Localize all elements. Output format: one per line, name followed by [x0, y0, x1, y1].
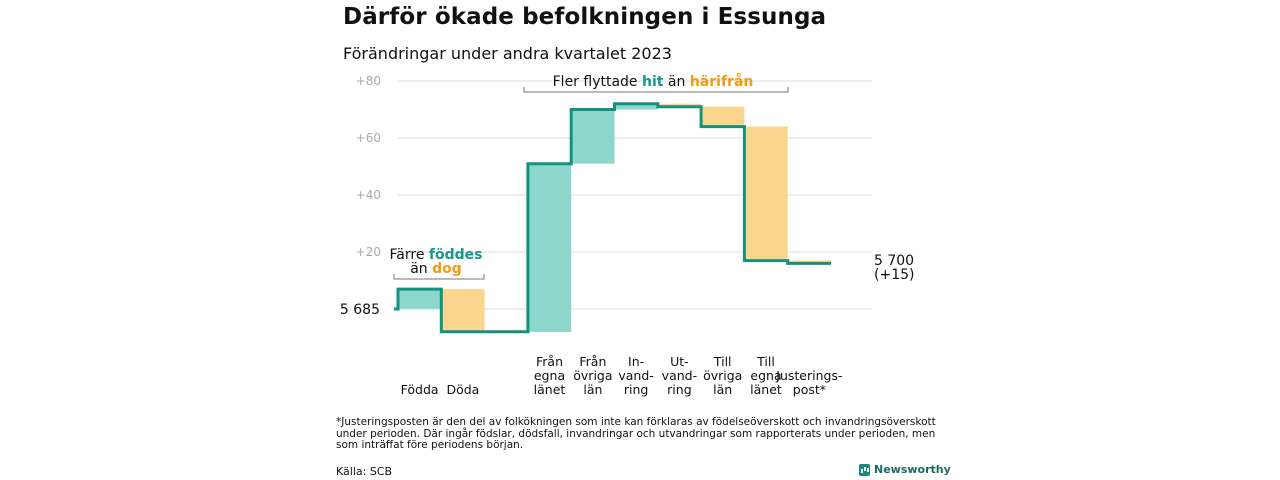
waterfall-chart: +80+60+40+20 Födda DödaFrånegnalänetFrånö…: [340, 73, 915, 397]
cumulative-step-line: [394, 102, 831, 334]
category-label: län: [583, 382, 602, 397]
category-label: länet: [534, 382, 566, 397]
end-value-label: 5 700: [874, 253, 914, 269]
deaths-annotation: än dog: [410, 261, 462, 277]
newsworthy-icon: [859, 463, 870, 476]
migration-highlight-harifran: härifrån: [690, 73, 754, 90]
category-label: ring: [624, 382, 648, 397]
source-label: Källa: SCB: [336, 465, 393, 478]
waterfall-bar: [701, 106, 745, 127]
category-label: egna: [750, 368, 781, 383]
migration-annotation: Fler flyttade hit än härifrån: [553, 73, 754, 90]
waterfall-bar: [744, 126, 788, 261]
births-annotation-highlight: föddes: [429, 247, 483, 263]
births-annotation-prefix: Färre: [390, 247, 429, 263]
end-change-label: (+15): [874, 267, 914, 283]
waterfall-bar: [441, 289, 485, 332]
waterfall-bar: [398, 289, 442, 309]
y-tick-label: +60: [356, 131, 381, 145]
category-label: vand-: [618, 368, 653, 383]
category-label: övriga: [703, 368, 742, 383]
category-label: övriga: [573, 368, 612, 383]
category-label: ring: [667, 382, 691, 397]
y-tick-label: +80: [356, 74, 381, 88]
waterfall-bar: [571, 109, 615, 164]
category-label: Födda: [401, 382, 439, 397]
footnote: *Justeringsposten är den del av folkökni…: [336, 416, 936, 451]
deaths-annotation-highlight: dog: [432, 261, 462, 277]
category-label: post*: [793, 382, 826, 397]
y-tick-label: +20: [356, 245, 381, 259]
chart-subtitle: Förändringar under andra kvartalet 2023: [343, 44, 672, 63]
category-label: Justerings-: [775, 368, 842, 383]
waterfall-bar: [527, 163, 572, 332]
brand-name: Newsworthy: [874, 463, 951, 476]
category-label: In-: [628, 354, 644, 369]
category-label: Till: [756, 354, 775, 369]
chart-title: Därför ökade befolkningen i Essunga: [343, 4, 827, 30]
migration-bracket: [523, 87, 789, 93]
y-tick-label: +40: [356, 188, 381, 202]
brand-logo: Newsworthy: [859, 463, 951, 476]
category-label: Från: [579, 354, 606, 369]
category-label: län: [713, 382, 732, 397]
category-label: Från: [536, 354, 563, 369]
deaths-annotation-prefix: än: [410, 261, 432, 277]
migration-highlight-hit: hit: [642, 74, 664, 90]
migration-middle: än: [663, 74, 689, 90]
category-label: egna: [534, 368, 565, 383]
births-annotation: Färre föddes: [390, 247, 483, 263]
category-label: Till: [713, 354, 732, 369]
start-value-label: 5 685: [340, 302, 380, 318]
migration-prefix: Fler flyttade: [553, 74, 642, 90]
category-label: länet: [750, 382, 782, 397]
category-label: Ut-: [670, 354, 689, 369]
category-label: Döda: [446, 382, 479, 397]
waterfall-bar: [614, 103, 658, 110]
births-bracket: [393, 274, 485, 280]
category-label: vand-: [662, 368, 697, 383]
